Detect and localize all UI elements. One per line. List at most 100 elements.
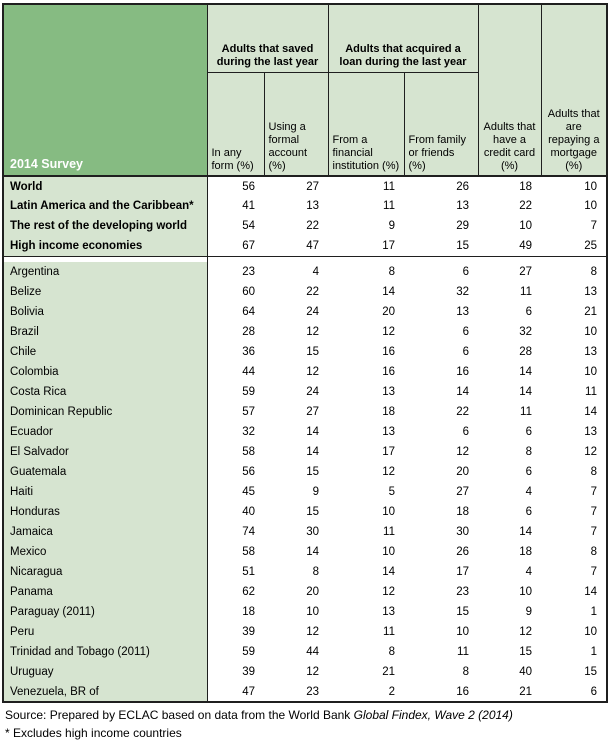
- cell-value: 54: [207, 216, 264, 236]
- row-label: Bolivia: [3, 302, 208, 322]
- cell-value: 22: [404, 402, 478, 422]
- cell-value: 40: [207, 502, 264, 522]
- cell-value: 45: [207, 482, 264, 502]
- row-label: Paraguay (2011): [3, 602, 208, 622]
- cell-value: 13: [264, 196, 328, 216]
- table-row: Chile 36 15 16 6 28 13: [3, 342, 607, 362]
- row-label: Argentina: [3, 262, 208, 282]
- cell-value: 23: [404, 582, 478, 602]
- group-header-loan-label: Adults that acquired a loan during the l…: [339, 42, 467, 68]
- table-row: Colombia 44 12 16 16 14 10: [3, 362, 607, 382]
- cell-value: 62: [207, 582, 264, 602]
- table-row: Mexico 58 14 10 26 18 8: [3, 542, 607, 562]
- cell-value: 10: [328, 502, 404, 522]
- cell-value: 9: [328, 216, 404, 236]
- cell-value: 26: [404, 176, 478, 196]
- cell-value: 14: [478, 362, 541, 382]
- cell-value: 10: [541, 176, 607, 196]
- cell-value: 11: [328, 176, 404, 196]
- cell-value: 10: [328, 542, 404, 562]
- column-header-any-form: In any form (%): [206, 71, 265, 177]
- cell-value: 28: [207, 322, 264, 342]
- cell-value: 22: [264, 216, 328, 236]
- cell-value: 7: [541, 216, 607, 236]
- cell-value: 32: [404, 282, 478, 302]
- cell-value: 14: [541, 582, 607, 602]
- cell-value: 14: [264, 442, 328, 462]
- column-header-mortgage: Adults that are repaying a mortgage (%): [540, 3, 608, 177]
- table-body: World 56 27 11 26 18 10 Latin America and the C…: [3, 176, 607, 702]
- cell-value: 10: [478, 216, 541, 236]
- cell-value: 6: [478, 302, 541, 322]
- cell-value: 13: [328, 422, 404, 442]
- row-label: Jamaica: [3, 522, 208, 542]
- row-label: Ecuador: [3, 422, 208, 442]
- cell-value: 8: [328, 642, 404, 662]
- cell-value: 13: [541, 282, 607, 302]
- table-row: World 56 27 11 26 18 10: [3, 176, 607, 196]
- cell-value: 4: [478, 482, 541, 502]
- cell-value: 24: [264, 382, 328, 402]
- cell-value: 10: [404, 622, 478, 642]
- cell-value: 22: [264, 282, 328, 302]
- cell-value: 44: [207, 362, 264, 382]
- cell-value: 32: [478, 322, 541, 342]
- row-label: Peru: [3, 622, 208, 642]
- row-label: Belize: [3, 282, 208, 302]
- cell-value: 12: [328, 322, 404, 342]
- table-row: Jamaica 74 30 11 30 14 7: [3, 522, 607, 542]
- row-label: Haiti: [3, 482, 208, 502]
- table-row: Uruguay 39 12 21 8 40 15: [3, 662, 607, 682]
- cell-value: 15: [264, 502, 328, 522]
- cell-value: 8: [404, 662, 478, 682]
- cell-value: 10: [541, 196, 607, 216]
- column-header-formal-account: Using a formal account (%): [263, 71, 329, 177]
- table-row: Honduras 40 15 10 18 6 7: [3, 502, 607, 522]
- table-row: The rest of the developing world 54 22 9 29 1…: [3, 216, 607, 236]
- cell-value: 11: [404, 642, 478, 662]
- cell-value: 11: [328, 196, 404, 216]
- cell-value: 11: [541, 382, 607, 402]
- group-header-saved-label: Adults that saved during the last year: [216, 42, 319, 68]
- cell-value: 18: [404, 502, 478, 522]
- cell-value: 27: [264, 402, 328, 422]
- table-header: 2014 Survey Adults that saved during the…: [2, 3, 608, 177]
- footnotes: Source: Prepared by ECLAC based on data …: [2, 703, 606, 742]
- table-row: Argentina 23 4 8 6 27 8: [3, 262, 607, 282]
- cell-value: 10: [541, 362, 607, 382]
- cell-value: 12: [264, 322, 328, 342]
- cell-value: 11: [478, 282, 541, 302]
- cell-value: 49: [478, 236, 541, 256]
- cell-value: 12: [404, 442, 478, 462]
- cell-value: 17: [328, 442, 404, 462]
- cell-value: 10: [541, 622, 607, 642]
- cell-value: 57: [207, 402, 264, 422]
- cell-value: 2: [328, 682, 404, 702]
- column-header-financial-institution: From a financial institution (%): [327, 71, 405, 177]
- excludes-note: * Excludes high income countries: [5, 726, 182, 740]
- cell-value: 9: [264, 482, 328, 502]
- cell-value: 4: [478, 562, 541, 582]
- cell-value: 8: [541, 462, 607, 482]
- cell-value: 13: [328, 602, 404, 622]
- cell-value: 6: [478, 422, 541, 442]
- cell-value: 16: [328, 342, 404, 362]
- cell-value: 6: [478, 462, 541, 482]
- cell-value: 39: [207, 622, 264, 642]
- cell-value: 18: [478, 176, 541, 196]
- cell-value: 8: [264, 562, 328, 582]
- cell-value: 17: [328, 236, 404, 256]
- group-header-row: 2014 Survey Adults that saved during the…: [2, 3, 608, 177]
- cell-value: 1: [541, 642, 607, 662]
- cell-value: 18: [207, 602, 264, 622]
- cell-value: 26: [404, 542, 478, 562]
- cell-value: 30: [264, 522, 328, 542]
- cell-value: 16: [404, 362, 478, 382]
- sub-header-row: In any form (%) Using a formal account (…: [3, 71, 607, 177]
- cell-value: 10: [541, 322, 607, 342]
- row-label: Panama: [3, 582, 208, 602]
- cell-value: 27: [478, 262, 541, 282]
- cell-value: 27: [264, 176, 328, 196]
- cell-value: 15: [264, 462, 328, 482]
